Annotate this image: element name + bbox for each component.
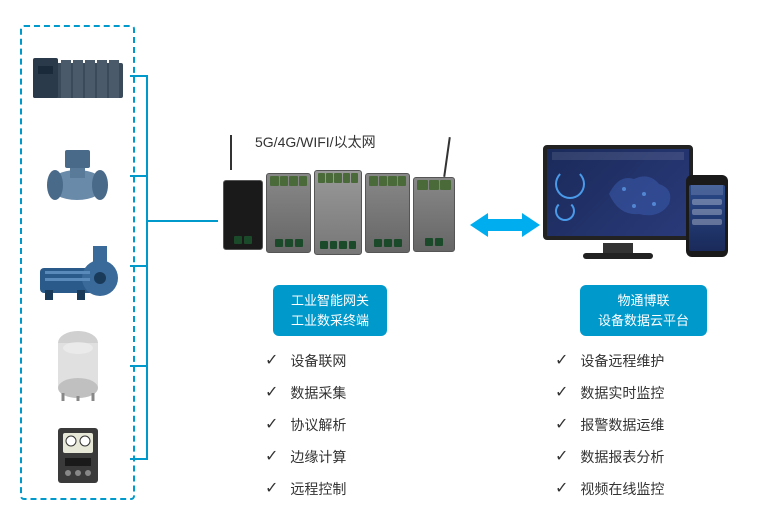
gateway-feature-list: ✓ 设备联网 ✓ 数据采集 ✓ 协议解析 ✓ 边缘计算 ✓ 远程控制 bbox=[265, 345, 346, 505]
gateway-badge-line2: 工业数采终端 bbox=[291, 311, 369, 331]
connection-bus-vertical bbox=[146, 75, 148, 460]
device-flow-meter bbox=[30, 135, 125, 215]
connection-line bbox=[130, 265, 146, 267]
check-icon: ✓ bbox=[555, 345, 568, 377]
platform-badge: 物通博联 设备数据云平台 bbox=[580, 285, 707, 336]
check-icon: ✓ bbox=[265, 409, 278, 441]
network-label: 5G/4G/WIFI/以太网 bbox=[255, 132, 376, 152]
check-icon: ✓ bbox=[265, 345, 278, 377]
platform-badge-line1: 物通博联 bbox=[598, 291, 689, 311]
gateway-badge: 工业智能网关 工业数采终端 bbox=[273, 285, 387, 336]
connection-line bbox=[130, 75, 146, 77]
feature-text: 数据采集 bbox=[290, 379, 346, 407]
platform-badge-line2: 设备数据云平台 bbox=[598, 311, 689, 331]
list-item: ✓ 报警数据运维 bbox=[555, 409, 664, 441]
feature-text: 协议解析 bbox=[290, 411, 346, 439]
platform-feature-list: ✓ 设备远程维护 ✓ 数据实时监控 ✓ 报警数据运维 ✓ 数据报表分析 ✓ 视频在线监控 bbox=[555, 345, 664, 505]
list-item: ✓ 数据采集 bbox=[265, 377, 346, 409]
check-icon: ✓ bbox=[555, 409, 568, 441]
feature-text: 设备联网 bbox=[290, 347, 346, 375]
connection-line bbox=[130, 365, 146, 367]
gateway-badge-line1: 工业智能网关 bbox=[291, 291, 369, 311]
list-item: ✓ 协议解析 bbox=[265, 409, 346, 441]
check-icon: ✓ bbox=[555, 473, 568, 505]
check-icon: ✓ bbox=[265, 377, 278, 409]
feature-text: 边缘计算 bbox=[290, 443, 346, 471]
gateway-cluster bbox=[218, 155, 468, 275]
device-power-meter bbox=[30, 415, 125, 495]
device-plc bbox=[30, 35, 125, 115]
check-icon: ✓ bbox=[265, 441, 278, 473]
phone-icon bbox=[686, 175, 728, 257]
list-item: ✓ 数据报表分析 bbox=[555, 441, 664, 473]
list-item: ✓ 数据实时监控 bbox=[555, 377, 664, 409]
feature-text: 报警数据运维 bbox=[580, 411, 664, 439]
monitor-icon bbox=[543, 145, 693, 240]
device-tank bbox=[30, 325, 125, 405]
monitor-base bbox=[583, 253, 653, 259]
feature-text: 远程控制 bbox=[290, 475, 346, 503]
connection-main bbox=[146, 220, 218, 222]
list-item: ✓ 设备联网 bbox=[265, 345, 346, 377]
list-item: ✓ 边缘计算 bbox=[265, 441, 346, 473]
feature-text: 设备远程维护 bbox=[580, 347, 664, 375]
feature-text: 视频在线监控 bbox=[580, 475, 664, 503]
device-pump bbox=[30, 230, 125, 310]
arrow-bidirectional bbox=[470, 210, 540, 240]
check-icon: ✓ bbox=[265, 473, 278, 505]
connection-line bbox=[130, 458, 146, 460]
list-item: ✓ 视频在线监控 bbox=[555, 473, 664, 505]
feature-text: 数据报表分析 bbox=[580, 443, 664, 471]
check-icon: ✓ bbox=[555, 377, 568, 409]
list-item: ✓ 远程控制 bbox=[265, 473, 346, 505]
feature-text: 数据实时监控 bbox=[580, 379, 664, 407]
connection-line bbox=[130, 175, 146, 177]
list-item: ✓ 设备远程维护 bbox=[555, 345, 664, 377]
cloud-platform-devices bbox=[543, 145, 728, 275]
check-icon: ✓ bbox=[555, 441, 568, 473]
